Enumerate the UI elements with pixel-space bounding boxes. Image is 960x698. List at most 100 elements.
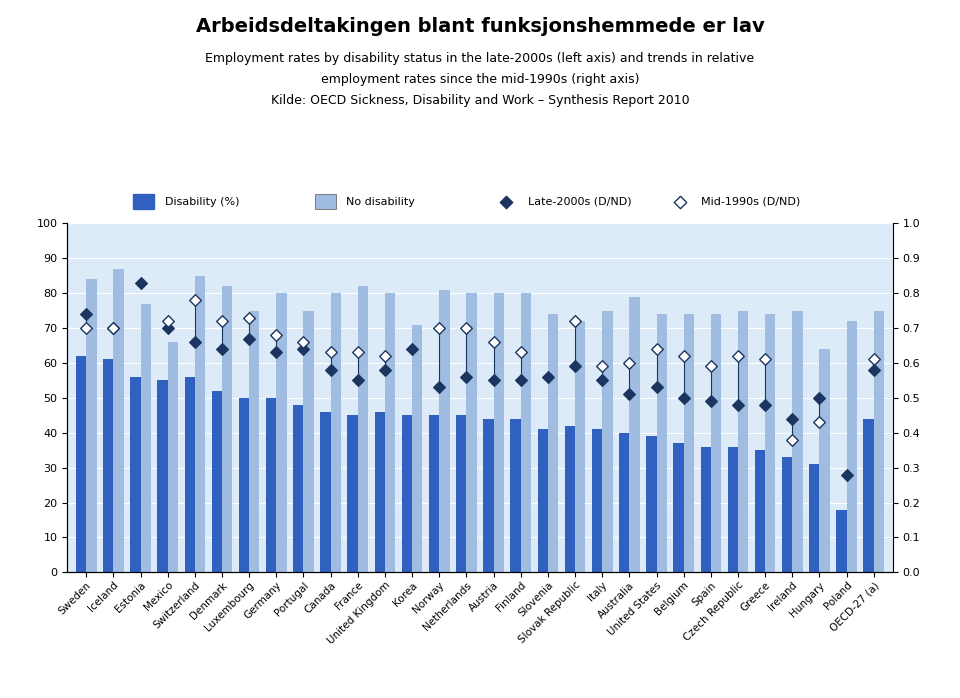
Bar <box>429 415 440 572</box>
Point <box>513 347 528 358</box>
Bar <box>874 311 884 572</box>
Bar <box>211 391 222 572</box>
Bar <box>133 194 154 209</box>
Point <box>676 392 691 403</box>
Bar <box>836 510 847 572</box>
Text: Employment rates by disability status in the late-2000s (left axis) and trends i: Employment rates by disability status in… <box>205 52 755 66</box>
Point <box>486 375 501 386</box>
Bar <box>76 356 86 572</box>
Point <box>731 399 746 410</box>
Point <box>214 315 229 327</box>
Point <box>106 322 121 334</box>
Point <box>160 315 176 327</box>
Point <box>784 434 800 445</box>
Bar <box>103 359 113 572</box>
Point <box>622 389 637 400</box>
Point <box>432 322 447 334</box>
Bar <box>222 286 232 572</box>
Point <box>242 333 257 344</box>
Bar <box>820 349 829 572</box>
Bar <box>184 377 195 572</box>
Point <box>350 347 366 358</box>
Bar <box>511 419 520 572</box>
Bar <box>493 293 504 572</box>
Point <box>784 413 800 424</box>
Bar <box>548 314 558 572</box>
Point <box>79 322 94 334</box>
Bar <box>374 412 385 572</box>
Bar <box>765 314 776 572</box>
Bar <box>113 269 124 572</box>
Text: Mid-1990s (D/ND): Mid-1990s (D/ND) <box>701 197 801 207</box>
Point <box>160 322 176 334</box>
Bar <box>276 293 287 572</box>
Bar <box>673 443 684 572</box>
Point <box>459 322 474 334</box>
Bar <box>303 311 314 572</box>
Bar <box>630 297 639 572</box>
Bar <box>809 464 820 572</box>
Bar <box>321 412 330 572</box>
Bar <box>168 342 178 572</box>
Bar <box>592 429 602 572</box>
Point <box>486 336 501 348</box>
Point <box>296 336 311 348</box>
Point <box>567 361 583 372</box>
Bar <box>86 279 97 572</box>
Point <box>567 315 583 327</box>
Bar <box>847 321 857 572</box>
Point <box>323 364 338 376</box>
Text: Arbeidsdeltakingen blant funksjonshemmede er lav: Arbeidsdeltakingen blant funksjonshemmed… <box>196 17 764 36</box>
Point <box>269 347 284 358</box>
Bar <box>456 415 467 572</box>
Bar <box>266 398 276 572</box>
Text: Late-2000s (D/ND): Late-2000s (D/ND) <box>528 197 632 207</box>
Point <box>132 277 148 288</box>
Point <box>649 382 664 393</box>
Bar <box>131 377 140 572</box>
Bar <box>358 286 368 572</box>
Bar <box>755 450 765 572</box>
Bar <box>863 419 874 572</box>
Point <box>269 329 284 341</box>
Point <box>812 392 828 403</box>
Point <box>459 371 474 383</box>
Bar <box>792 311 803 572</box>
Point <box>432 382 447 393</box>
Point <box>187 295 203 306</box>
Point <box>676 350 691 362</box>
Point <box>812 417 828 428</box>
Bar <box>738 311 748 572</box>
Bar <box>564 426 575 572</box>
Point <box>499 196 515 207</box>
Text: No disability: No disability <box>347 197 415 207</box>
Bar <box>250 311 259 572</box>
Bar <box>315 194 336 209</box>
Point <box>866 354 881 365</box>
Point <box>672 196 687 207</box>
Point <box>757 354 773 365</box>
Bar <box>657 314 667 572</box>
Point <box>296 343 311 355</box>
Point <box>622 357 637 369</box>
Point <box>79 309 94 320</box>
Bar <box>646 436 657 572</box>
Bar <box>710 314 721 572</box>
Bar <box>575 321 586 572</box>
Point <box>377 350 393 362</box>
Bar <box>701 447 710 572</box>
Bar <box>157 380 168 572</box>
Bar <box>538 429 548 572</box>
Bar <box>782 457 792 572</box>
Bar <box>467 293 477 572</box>
Bar <box>440 290 449 572</box>
Bar <box>684 314 694 572</box>
Bar <box>385 293 396 572</box>
Point <box>757 399 773 410</box>
Point <box>703 361 718 372</box>
Point <box>594 375 610 386</box>
Point <box>731 350 746 362</box>
Point <box>404 343 420 355</box>
Bar <box>330 293 341 572</box>
Bar <box>402 415 412 572</box>
